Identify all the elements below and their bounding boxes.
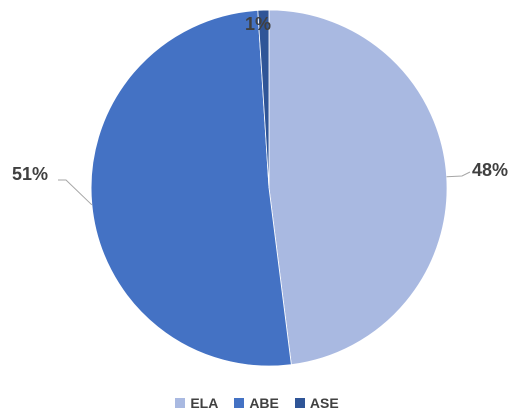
pie-slice-ase: [257, 9, 270, 189]
legend: ELA ABE ASE: [0, 395, 514, 411]
legend-swatch-abe: [234, 398, 245, 408]
data-label-ase: 1%: [245, 14, 271, 34]
data-labels: 48% 51% 1%: [12, 14, 508, 184]
pie-slice-ela: [268, 9, 448, 366]
leader-line-ela: [446, 171, 471, 178]
pie-slices: [90, 9, 448, 367]
leader-line-abe: [58, 179, 93, 206]
legend-item-abe: ABE: [234, 395, 279, 411]
legend-label-ase: ASE: [309, 395, 339, 411]
legend-swatch-ela: [175, 398, 186, 408]
legend-swatch-ase: [294, 398, 305, 408]
legend-label-abe: ABE: [249, 395, 279, 411]
leader-lines: [58, 171, 471, 206]
data-label-abe: 51%: [12, 164, 48, 184]
pie-slice-abe: [90, 9, 292, 367]
data-label-ela: 48%: [472, 160, 508, 180]
legend-item-ase: ASE: [294, 395, 339, 411]
legend-label-ela: ELA: [190, 395, 219, 411]
legend-item-ela: ELA: [175, 395, 218, 411]
